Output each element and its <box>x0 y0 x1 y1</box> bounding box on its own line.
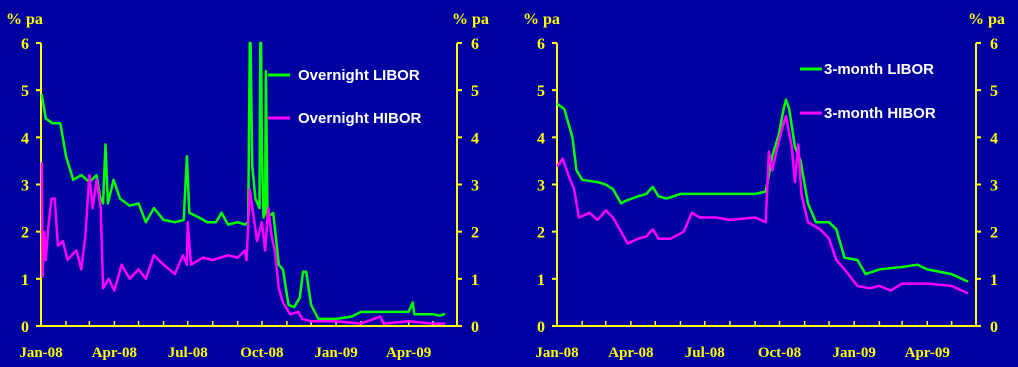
y-tick-label-left: 3 <box>537 178 545 195</box>
x-tick-label: Oct-08 <box>758 345 801 361</box>
series-line-overnight-hibor <box>40 162 446 325</box>
x-tick-label: Jul-08 <box>168 345 208 361</box>
y-tick-label-left: 6 <box>21 36 29 53</box>
y-tick-label-left: 2 <box>21 225 29 242</box>
x-tick-label: Jul-08 <box>685 345 725 361</box>
y-tick-label-left: 5 <box>537 83 545 100</box>
x-tick-label: Jan-09 <box>833 345 876 361</box>
y-tick-label-right: 5 <box>471 83 479 100</box>
x-tick-label: Jan-08 <box>19 345 62 361</box>
y-axis-label-right: % pa <box>452 11 489 28</box>
x-tick-label: Apr-09 <box>905 345 950 361</box>
series-line-3-month-hibor <box>556 114 969 295</box>
x-tick-label: Apr-08 <box>608 345 653 361</box>
x-tick-label: Jan-09 <box>314 345 357 361</box>
y-tick-label-right: 0 <box>471 319 479 336</box>
y-tick-label-right: 0 <box>990 319 998 336</box>
series-line-overnight-libor <box>40 41 446 321</box>
y-tick-label-right: 2 <box>471 225 479 242</box>
y-tick-label-left: 6 <box>537 36 545 53</box>
y-tick-label-right: 6 <box>990 36 998 53</box>
y-tick-label-right: 1 <box>471 272 479 289</box>
y-tick-label-left: 1 <box>21 272 29 289</box>
legend-label-overnight-hibor: Overnight HIBOR <box>298 110 422 127</box>
x-tick-label: Oct-08 <box>240 345 283 361</box>
y-tick-label-left: 2 <box>537 225 545 242</box>
y-axis-label-left: % pa <box>6 11 43 28</box>
overnight-rates-chart: % pa % pa 0 0 1 1 2 2 3 3 4 4 5 5 6 6 Jan-08 Apr-08 Jul-08… <box>6 11 489 361</box>
three-month-rates-chart: % pa % pa 0 0 1 1 2 2 3 3 4 4 5 5 6 6 Jan-08 Apr-08 Jul-08… <box>523 11 1005 361</box>
legend-label-3-month-libor: 3-month LIBOR <box>824 61 934 78</box>
y-tick-label-left: 0 <box>537 319 545 336</box>
y-tick-label-right: 6 <box>471 36 479 53</box>
x-tick-label: Apr-09 <box>386 345 431 361</box>
y-tick-label-right: 2 <box>990 225 998 242</box>
legend-label-3-month-hibor: 3-month HIBOR <box>824 105 936 122</box>
legend-label-overnight-libor: Overnight LIBOR <box>298 67 420 84</box>
y-axis-label-left: % pa <box>523 11 560 28</box>
y-tick-label-right: 3 <box>990 178 998 195</box>
y-tick-label-left: 0 <box>21 319 29 336</box>
y-tick-label-right: 3 <box>471 178 479 195</box>
x-tick-label: Jan-08 <box>535 345 578 361</box>
y-tick-label-left: 4 <box>21 130 29 147</box>
y-tick-label-right: 4 <box>990 130 998 147</box>
y-tick-label-right: 5 <box>990 83 998 100</box>
y-tick-label-left: 1 <box>537 272 545 289</box>
y-tick-label-right: 1 <box>990 272 998 289</box>
y-tick-label-left: 3 <box>21 178 29 195</box>
y-tick-label-left: 5 <box>21 83 29 100</box>
y-axis-label-right: % pa <box>968 11 1005 28</box>
x-tick-label: Apr-08 <box>92 345 137 361</box>
y-tick-label-left: 4 <box>537 130 545 147</box>
y-tick-label-right: 4 <box>471 130 479 147</box>
